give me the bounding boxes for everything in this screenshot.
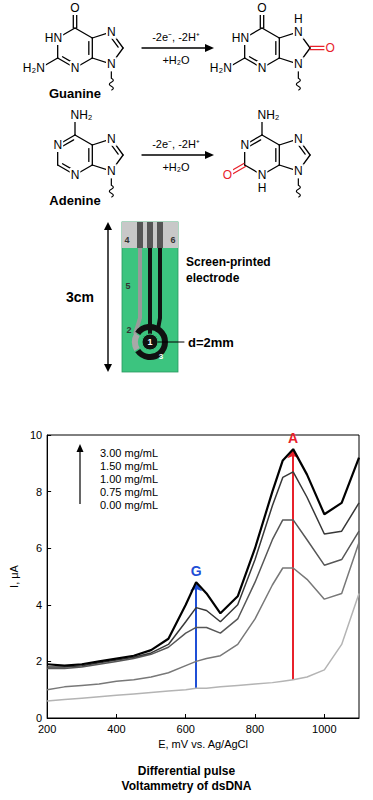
svg-text:N: N: [241, 138, 250, 152]
svg-text:I, μA: I, μA: [8, 564, 20, 588]
svg-text:6: 6: [170, 235, 175, 245]
svg-text:N: N: [54, 138, 63, 152]
svg-text:N: N: [107, 25, 116, 39]
svg-text:8: 8: [36, 486, 42, 498]
svg-text:3: 3: [159, 352, 164, 361]
svg-text:N: N: [294, 164, 303, 178]
svg-text:1000: 1000: [312, 723, 336, 735]
svg-text:600: 600: [177, 723, 195, 735]
svg-text:A: A: [288, 430, 298, 446]
svg-text:NH₂: NH₂: [258, 108, 280, 122]
svg-text:3cm: 3cm: [66, 289, 94, 305]
svg-text:4: 4: [36, 599, 42, 611]
svg-text:G: G: [191, 563, 202, 579]
svg-text:0.00 mg/mL: 0.00 mg/mL: [100, 499, 158, 511]
svg-text:400: 400: [107, 723, 125, 735]
svg-text:+H₂O: +H₂O: [162, 54, 190, 66]
svg-text:Screen-printed: Screen-printed: [186, 255, 271, 269]
svg-text:-2e⁻, -2H⁺: -2e⁻, -2H⁺: [152, 138, 200, 150]
svg-text:O: O: [325, 41, 334, 55]
svg-text:N: N: [71, 168, 80, 182]
svg-text:1.00 mg/mL: 1.00 mg/mL: [100, 473, 158, 485]
svg-text:200: 200: [38, 723, 56, 735]
svg-text:5: 5: [125, 281, 130, 291]
svg-text:HN: HN: [45, 31, 62, 45]
svg-text:+H₂O: +H₂O: [162, 161, 190, 173]
svg-text:H: H: [258, 181, 267, 195]
svg-text:2: 2: [126, 325, 131, 335]
svg-text:E, mV vs. Ag/AgCl: E, mV vs. Ag/AgCl: [158, 738, 248, 750]
svg-text:N: N: [107, 132, 116, 146]
svg-text:electrode: electrode: [186, 271, 240, 285]
svg-text:0: 0: [36, 712, 43, 724]
svg-text:N: N: [258, 61, 267, 75]
svg-text:Voltammetry of dsDNA: Voltammetry of dsDNA: [122, 779, 252, 793]
svg-text:d=2mm: d=2mm: [188, 335, 234, 350]
svg-text:1.50 mg/mL: 1.50 mg/mL: [100, 460, 158, 472]
svg-text:-2e⁻, -2H⁺: -2e⁻, -2H⁺: [152, 31, 200, 43]
svg-text:800: 800: [246, 723, 264, 735]
svg-text:10: 10: [30, 429, 42, 441]
svg-text:N: N: [258, 168, 267, 182]
svg-text:HN: HN: [232, 31, 249, 45]
svg-text:4: 4: [124, 235, 129, 245]
svg-text:O: O: [70, 1, 79, 15]
svg-text:Guanine: Guanine: [49, 86, 101, 101]
svg-text:2: 2: [36, 655, 42, 667]
svg-text:O: O: [257, 1, 266, 15]
svg-text:H: H: [294, 12, 303, 26]
svg-text:H₂N: H₂N: [23, 61, 45, 75]
svg-text:N: N: [71, 61, 80, 75]
svg-text:N: N: [107, 164, 116, 178]
svg-text:N: N: [294, 25, 303, 39]
svg-text:H₂N: H₂N: [210, 61, 232, 75]
svg-text:Differential pulse: Differential pulse: [138, 764, 236, 778]
svg-text:0.75 mg/mL: 0.75 mg/mL: [100, 486, 158, 498]
svg-text:N: N: [107, 57, 116, 71]
svg-text:6: 6: [36, 542, 42, 554]
svg-text:NH₂: NH₂: [71, 108, 93, 122]
svg-text:Adenine: Adenine: [49, 193, 100, 208]
svg-text:1: 1: [147, 337, 152, 347]
svg-text:N: N: [294, 132, 303, 146]
svg-text:N: N: [294, 57, 303, 71]
svg-text:O: O: [223, 168, 232, 182]
svg-text:3.00 mg/mL: 3.00 mg/mL: [100, 447, 158, 459]
